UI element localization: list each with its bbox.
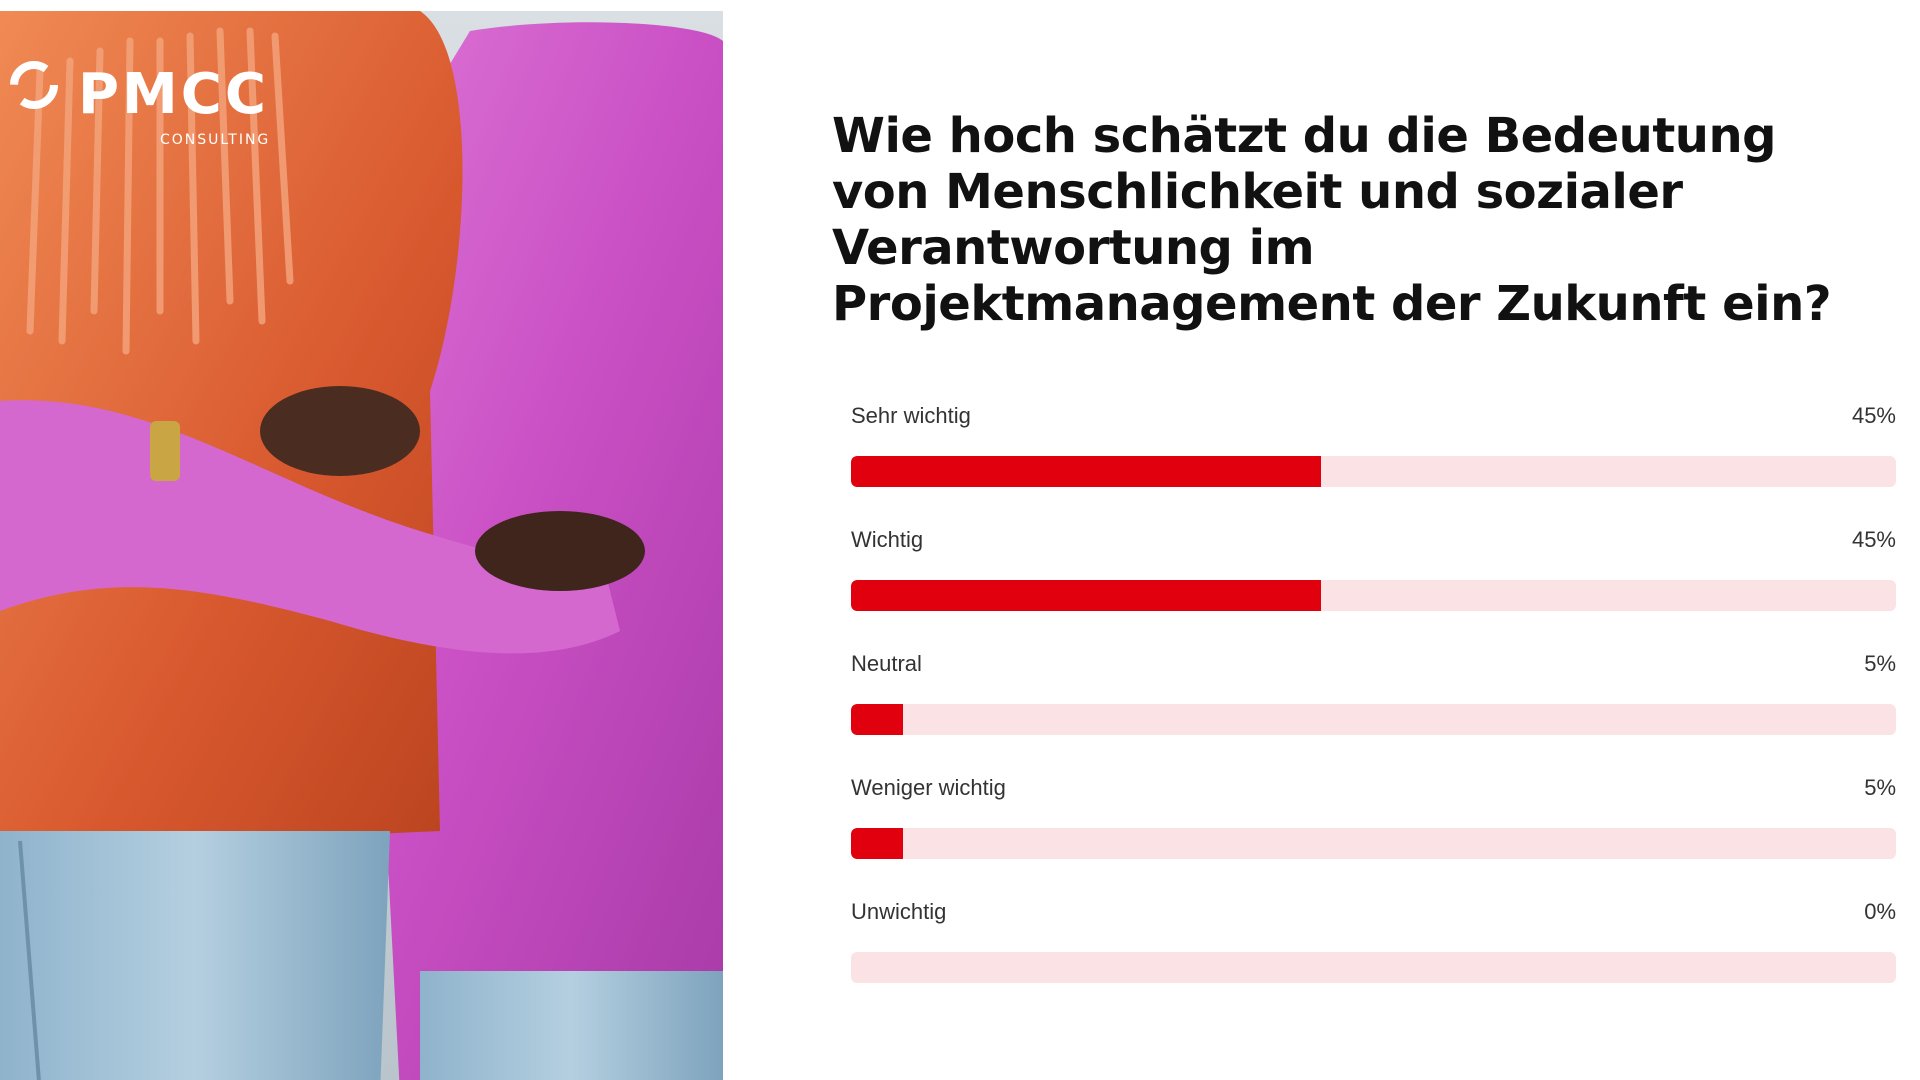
poll-options: Sehr wichtig 45% Wichtig 45% Neutral 5% … [851,403,1896,1023]
poll-option-sehr-wichtig: Sehr wichtig 45% [851,403,1896,527]
option-bar-fill [851,580,1322,611]
option-bar-fill [851,456,1322,487]
option-bar-track [851,704,1896,735]
poll-option-weniger-wichtig: Weniger wichtig 5% [851,775,1896,899]
brand-swirl-icon [10,61,58,109]
poll-option-neutral: Neutral 5% [851,651,1896,775]
option-percent: 0% [1864,899,1896,924]
poll-option-unwichtig: Unwichtig 0% [851,899,1896,1023]
option-bar-track [851,828,1896,859]
hero-photo: PMCC CONSULTING [0,11,723,1080]
option-percent: 5% [1864,775,1896,800]
option-label: Sehr wichtig [851,403,971,428]
option-percent: 45% [1851,527,1896,552]
brand-logo: PMCC CONSULTING [8,59,298,155]
poll-option-wichtig: Wichtig 45% [851,527,1896,651]
option-bar-fill [851,704,904,735]
option-percent: 5% [1864,651,1896,676]
brand-tagline: CONSULTING [160,132,271,148]
option-bar-track [851,952,1896,983]
option-label: Weniger wichtig [851,775,1006,800]
embracing-people-illustration [0,11,723,1080]
poll-question: Wie hoch schätzt du die Bedeutung von Me… [832,108,1832,332]
option-label: Wichtig [851,527,924,552]
option-label: Neutral [851,651,922,676]
option-bar-track [851,580,1896,611]
option-bar-fill [851,828,904,859]
option-percent: 45% [1851,403,1896,428]
option-bar-track [851,456,1896,487]
option-label: Unwichtig [851,899,947,924]
brand-name: PMCC [78,62,269,127]
